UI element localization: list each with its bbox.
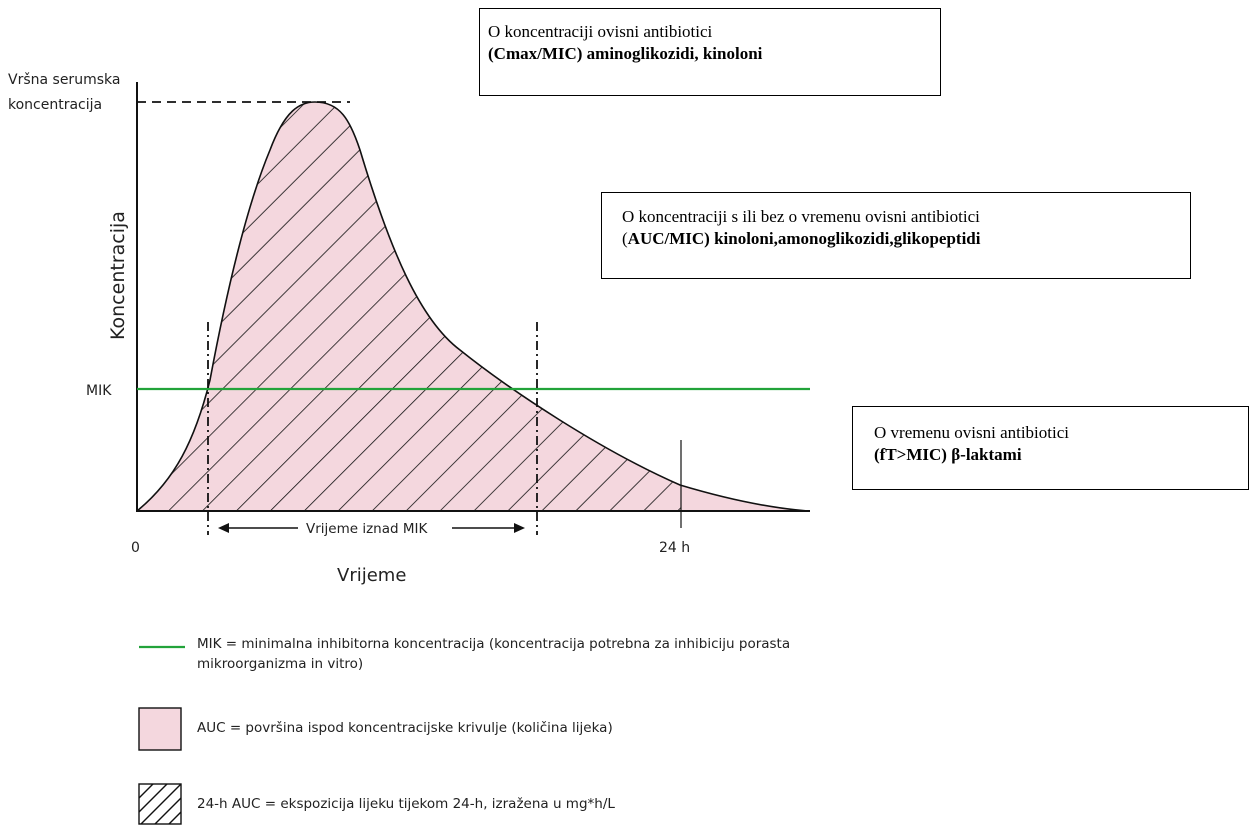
- arrowhead-left: [218, 523, 229, 533]
- time-dependent-box: O vremenu ovisni antibiotici (fT>MIC) β-…: [852, 406, 1249, 490]
- auc24-hatch: [137, 102, 681, 511]
- time-box-line1: O vremenu ovisni antibiotici: [874, 423, 1069, 442]
- legend-auc24-text: 24-h AUC = ekspozicija lijeku tijekom 24…: [197, 796, 615, 812]
- mik-label: MIK: [86, 383, 112, 399]
- time-box-line2: (fT>MIC) β-laktami: [874, 445, 1022, 464]
- time-above-mic-label: Vrijeme iznad MIK: [306, 521, 428, 537]
- peak-label-line2: koncentracija: [8, 97, 102, 113]
- legend-auc24-swatch: [138, 783, 182, 825]
- concentration-curve: [136, 101, 809, 512]
- y-axis-label: Koncentracija: [107, 211, 129, 340]
- legend-auc-swatch: [138, 707, 182, 751]
- x-zero-label: 0: [131, 540, 140, 556]
- arrowhead-right: [514, 523, 525, 533]
- peak-label-line1: Vršna serumska: [8, 72, 120, 88]
- auc-dependent-box: O koncentraciji s ili bez o vremenu ovis…: [601, 192, 1191, 279]
- x-axis-label: Vrijeme: [337, 565, 406, 586]
- legend-auc-text: AUC = površina ispod koncentracijske kri…: [197, 720, 613, 736]
- auc-box-line2: (AUC/MIC) kinoloni,amonoglikozidi,glikop…: [622, 229, 981, 248]
- concentration-box-line2: (Cmax/MIC) aminoglikozidi, kinoloni: [488, 44, 763, 63]
- auc-box-line1: O koncentraciji s ili bez o vremenu ovis…: [622, 207, 980, 226]
- concentration-box-line1: O koncentraciji ovisni antibiotici: [488, 22, 713, 41]
- x-24h-label: 24 h: [659, 540, 690, 556]
- concentration-dependent-box: O koncentraciji ovisni antibiotici (Cmax…: [479, 8, 941, 96]
- legend-mik-text: MIK = minimalna inhibitorna koncentracij…: [197, 636, 791, 672]
